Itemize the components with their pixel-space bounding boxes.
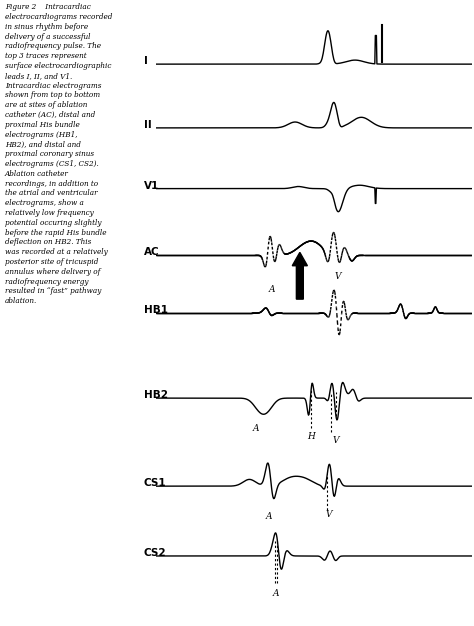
Text: V: V bbox=[335, 272, 341, 282]
Text: A: A bbox=[273, 590, 280, 598]
Text: AC: AC bbox=[144, 247, 159, 257]
Text: V1: V1 bbox=[144, 180, 159, 190]
Text: A: A bbox=[266, 511, 273, 521]
Text: HB1: HB1 bbox=[144, 305, 168, 315]
Text: CS2: CS2 bbox=[144, 548, 166, 558]
Text: V: V bbox=[326, 510, 332, 520]
Text: I: I bbox=[144, 56, 148, 66]
Text: CS1: CS1 bbox=[144, 478, 166, 488]
Text: H: H bbox=[307, 431, 315, 441]
Text: HB2: HB2 bbox=[144, 390, 168, 400]
Text: A: A bbox=[269, 285, 276, 294]
Text: V: V bbox=[333, 436, 339, 444]
FancyArrow shape bbox=[292, 252, 308, 299]
Text: Figure 2    Intracardiac
electrocardiograms recorded
in sinus rhythm before
deli: Figure 2 Intracardiac electrocardiograms… bbox=[5, 3, 112, 305]
Text: A: A bbox=[253, 424, 259, 433]
Text: II: II bbox=[144, 120, 152, 130]
